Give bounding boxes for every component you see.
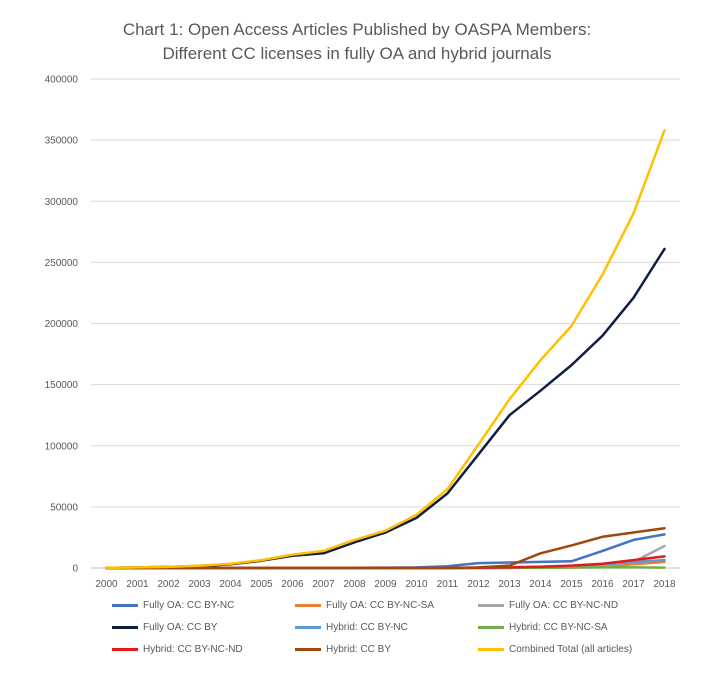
legend-item: Fully OA: CC BY-NC — [112, 599, 295, 611]
x-tick-label: 2009 — [374, 579, 397, 590]
legend-swatch — [478, 625, 504, 629]
series-lines — [105, 129, 666, 570]
y-tick-label: 150000 — [45, 380, 79, 391]
legend-item: Fully OA: CC BY-NC-SA — [295, 599, 478, 611]
y-tick-label: 200000 — [45, 319, 79, 330]
x-tick-label: 2017 — [622, 579, 645, 590]
legend-item: Hybrid: CC BY — [295, 643, 478, 655]
y-tick-label: 100000 — [45, 441, 79, 452]
legend-label: Fully OA: CC BY-NC — [143, 599, 235, 611]
x-tick-label: 2011 — [437, 579, 459, 590]
x-tick-label: 2001 — [126, 579, 149, 590]
legend-label: Hybrid: CC BY-NC-ND — [143, 643, 243, 655]
y-tick-label: 350000 — [45, 136, 79, 147]
x-tick-label: 2016 — [591, 579, 614, 590]
legend-label: Hybrid: CC BY-NC — [326, 621, 408, 633]
y-tick-label: 250000 — [45, 258, 79, 269]
x-tick-label: 2005 — [250, 579, 273, 590]
chart-title: Chart 1: Open Access Articles Published … — [0, 18, 714, 66]
y-tick-label: 50000 — [50, 502, 78, 513]
legend-item: Fully OA: CC BY-NC-ND — [478, 599, 678, 611]
x-tick-label: 2006 — [281, 579, 304, 590]
series-line — [105, 247, 666, 570]
y-tick-label: 400000 — [45, 75, 79, 86]
legend-item: Hybrid: CC BY-NC-SA — [478, 621, 678, 633]
x-tick-label: 2007 — [312, 579, 335, 590]
chart-title-line-2: Different CC licenses in fully OA and hy… — [162, 44, 552, 63]
x-tick-label: 2018 — [653, 579, 676, 590]
legend-label: Hybrid: CC BY-NC-SA — [509, 621, 608, 633]
legend-swatch — [295, 625, 321, 629]
series-line — [105, 533, 666, 570]
legend-swatch — [112, 647, 138, 651]
x-tick-label: 2010 — [405, 579, 428, 590]
series-line — [105, 527, 666, 570]
chart-title-line-1: Chart 1: Open Access Articles Published … — [122, 20, 592, 39]
legend-item: Hybrid: CC BY-NC — [295, 621, 478, 633]
legend-label: Combined Total (all articles) — [509, 643, 633, 655]
legend-swatch — [112, 603, 138, 607]
x-tick-label: 2012 — [467, 579, 490, 590]
y-axis-ticks: 0 50000 100000 150000 200000 250000 300000 3500… — [45, 75, 79, 575]
legend-label: Fully OA: CC BY — [143, 621, 218, 633]
x-axis-ticks: 2000 2001 2002 2003 2004 2005 2006 2007 2008 2009… — [95, 579, 676, 590]
legend-item: Hybrid: CC BY-NC-ND — [112, 643, 295, 655]
legend-swatch — [478, 603, 504, 607]
x-tick-label: 2013 — [498, 579, 521, 590]
x-tick-label: 2004 — [219, 579, 242, 590]
gridlines — [91, 78, 680, 569]
x-tick-label: 2002 — [157, 579, 180, 590]
legend-swatch — [478, 647, 504, 651]
series-line — [105, 129, 666, 570]
y-tick-label: 0 — [72, 564, 78, 575]
y-tick-label: 300000 — [45, 197, 79, 208]
x-tick-label: 2008 — [343, 579, 366, 590]
legend-swatch — [295, 603, 321, 607]
legend-swatch — [112, 625, 138, 629]
legend-item: Fully OA: CC BY — [112, 621, 295, 633]
legend: Fully OA: CC BY-NC Fully OA: CC BY-NC-SA F… — [112, 599, 702, 655]
legend-item: Combined Total (all articles) — [478, 643, 678, 655]
legend-swatch — [295, 647, 321, 651]
legend-label: Hybrid: CC BY — [326, 643, 392, 655]
legend-label: Fully OA: CC BY-NC-ND — [509, 599, 619, 611]
x-tick-label: 2015 — [560, 579, 583, 590]
x-tick-label: 2014 — [529, 579, 552, 590]
x-tick-label: 2003 — [188, 579, 211, 590]
x-tick-label: 2000 — [95, 579, 118, 590]
legend-label: Fully OA: CC BY-NC-SA — [326, 599, 434, 611]
